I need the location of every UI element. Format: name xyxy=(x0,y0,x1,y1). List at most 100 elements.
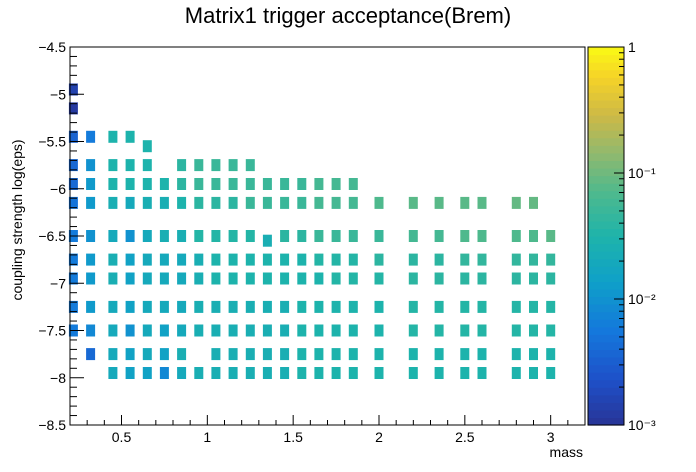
heatmap-cell xyxy=(125,300,135,313)
colorbar-segment xyxy=(588,394,624,403)
heatmap-cell xyxy=(280,253,290,266)
heatmap-cell xyxy=(262,348,272,361)
heatmap-cell xyxy=(546,300,556,313)
heatmap-cell xyxy=(408,253,418,266)
colorbar-segment xyxy=(588,266,624,275)
colorbar-tick-label: 10⁻³ xyxy=(628,417,656,433)
colorbar-segment xyxy=(588,236,624,245)
heatmap-cell xyxy=(331,300,341,313)
colorbar-segment xyxy=(588,402,624,411)
colorbar-segment xyxy=(588,273,624,282)
x-tick-label: 1.5 xyxy=(283,429,303,445)
heatmap-cell xyxy=(262,367,272,379)
colorbar-segment xyxy=(588,130,624,139)
heatmap-cell xyxy=(374,348,384,361)
heatmap-cell xyxy=(125,159,135,172)
heatmap-cell xyxy=(228,348,238,361)
x-tick-label: 2 xyxy=(375,429,383,445)
heatmap-cell xyxy=(211,348,221,361)
heatmap-cell xyxy=(460,367,470,379)
y-tick-label: −8 xyxy=(50,370,66,386)
heatmap-cell xyxy=(142,253,152,266)
heatmap-cell xyxy=(314,300,324,313)
heatmap-cell xyxy=(211,367,221,379)
heatmap-cell xyxy=(68,272,78,285)
heatmap-cell xyxy=(374,272,384,285)
heatmap-cell xyxy=(211,178,221,190)
heatmap-cell xyxy=(86,300,96,313)
heatmap-cell xyxy=(348,196,358,209)
colorbar-segment xyxy=(588,288,624,298)
heatmap-cell xyxy=(159,348,169,361)
heatmap-cell xyxy=(297,367,307,379)
heatmap-cell xyxy=(68,83,78,96)
heatmap-cell xyxy=(108,159,118,172)
heatmap-cell xyxy=(142,230,152,242)
heatmap-cell xyxy=(331,324,341,337)
heatmap-cell xyxy=(348,348,358,361)
colorbar-segment xyxy=(588,409,624,419)
heatmap-cell xyxy=(86,178,96,190)
y-tick-label: −5 xyxy=(50,86,66,102)
colorbar-segment xyxy=(588,54,624,63)
heatmap-cell xyxy=(374,230,384,242)
heatmap-cell xyxy=(408,300,418,313)
colorbar-segment xyxy=(588,62,624,71)
heatmap-cell xyxy=(434,348,444,361)
heatmap-cell xyxy=(280,348,290,361)
heatmap-cell xyxy=(228,196,238,209)
heatmap-cell xyxy=(159,196,169,209)
y-axis: −4.5 −5 −5.5 −6 −6.5 −7 −7.5 −8 −8.5 xyxy=(38,39,84,433)
heatmap-cell xyxy=(159,324,169,337)
heatmap-cell xyxy=(374,324,384,337)
heatmap-cell xyxy=(125,324,135,337)
heatmap-cell xyxy=(142,300,152,313)
colorbar-segment xyxy=(588,190,624,199)
heatmap-cell xyxy=(228,324,238,337)
heatmap-cell xyxy=(511,348,521,361)
heatmap-cell xyxy=(108,196,118,209)
colorbar-segment xyxy=(588,145,624,154)
heatmap-cell xyxy=(460,196,470,209)
heatmap-cell xyxy=(125,272,135,285)
x-tick-label: 1 xyxy=(203,429,211,445)
heatmap-cell xyxy=(228,230,238,242)
heatmap-cell xyxy=(280,178,290,190)
heatmap-cell xyxy=(68,159,78,172)
heatmap-cell xyxy=(245,272,255,285)
colorbar-segment xyxy=(588,115,624,124)
heatmap-cell xyxy=(108,348,118,361)
heatmap-cell xyxy=(546,348,556,361)
heatmap-cell xyxy=(477,367,487,379)
heatmap-cell xyxy=(314,367,324,379)
heatmap-cell xyxy=(546,230,556,242)
colorbar-segment xyxy=(588,84,624,93)
heatmap-cell xyxy=(297,230,307,242)
heatmap-cell xyxy=(348,230,358,242)
heatmap-cell xyxy=(434,367,444,379)
heatmap-cell xyxy=(228,253,238,266)
heatmap-cell xyxy=(331,253,341,266)
heatmap-cell xyxy=(159,367,169,379)
y-tick-label: −7.5 xyxy=(38,323,66,339)
colorbar-segment xyxy=(588,251,624,260)
heatmap-cell xyxy=(374,196,384,209)
heatmap-cell xyxy=(546,253,556,266)
heatmap-cell xyxy=(297,196,307,209)
colorbar-segment xyxy=(588,205,624,214)
heatmap-cell xyxy=(68,300,78,313)
heatmap-cell xyxy=(194,159,204,172)
heatmap-cell xyxy=(314,230,324,242)
colorbar-segment xyxy=(588,137,624,146)
heatmap-cell xyxy=(529,272,538,285)
heatmap-cell xyxy=(374,367,384,379)
heatmap-cell xyxy=(245,178,255,190)
heatmap-cell xyxy=(477,324,487,337)
heatmap-cell xyxy=(408,230,418,242)
heatmap-cell xyxy=(245,196,255,209)
heatmap-cell xyxy=(511,324,521,337)
heatmap-cell xyxy=(477,300,487,313)
heatmap-cell xyxy=(211,300,221,313)
heatmap-cell xyxy=(529,253,538,266)
